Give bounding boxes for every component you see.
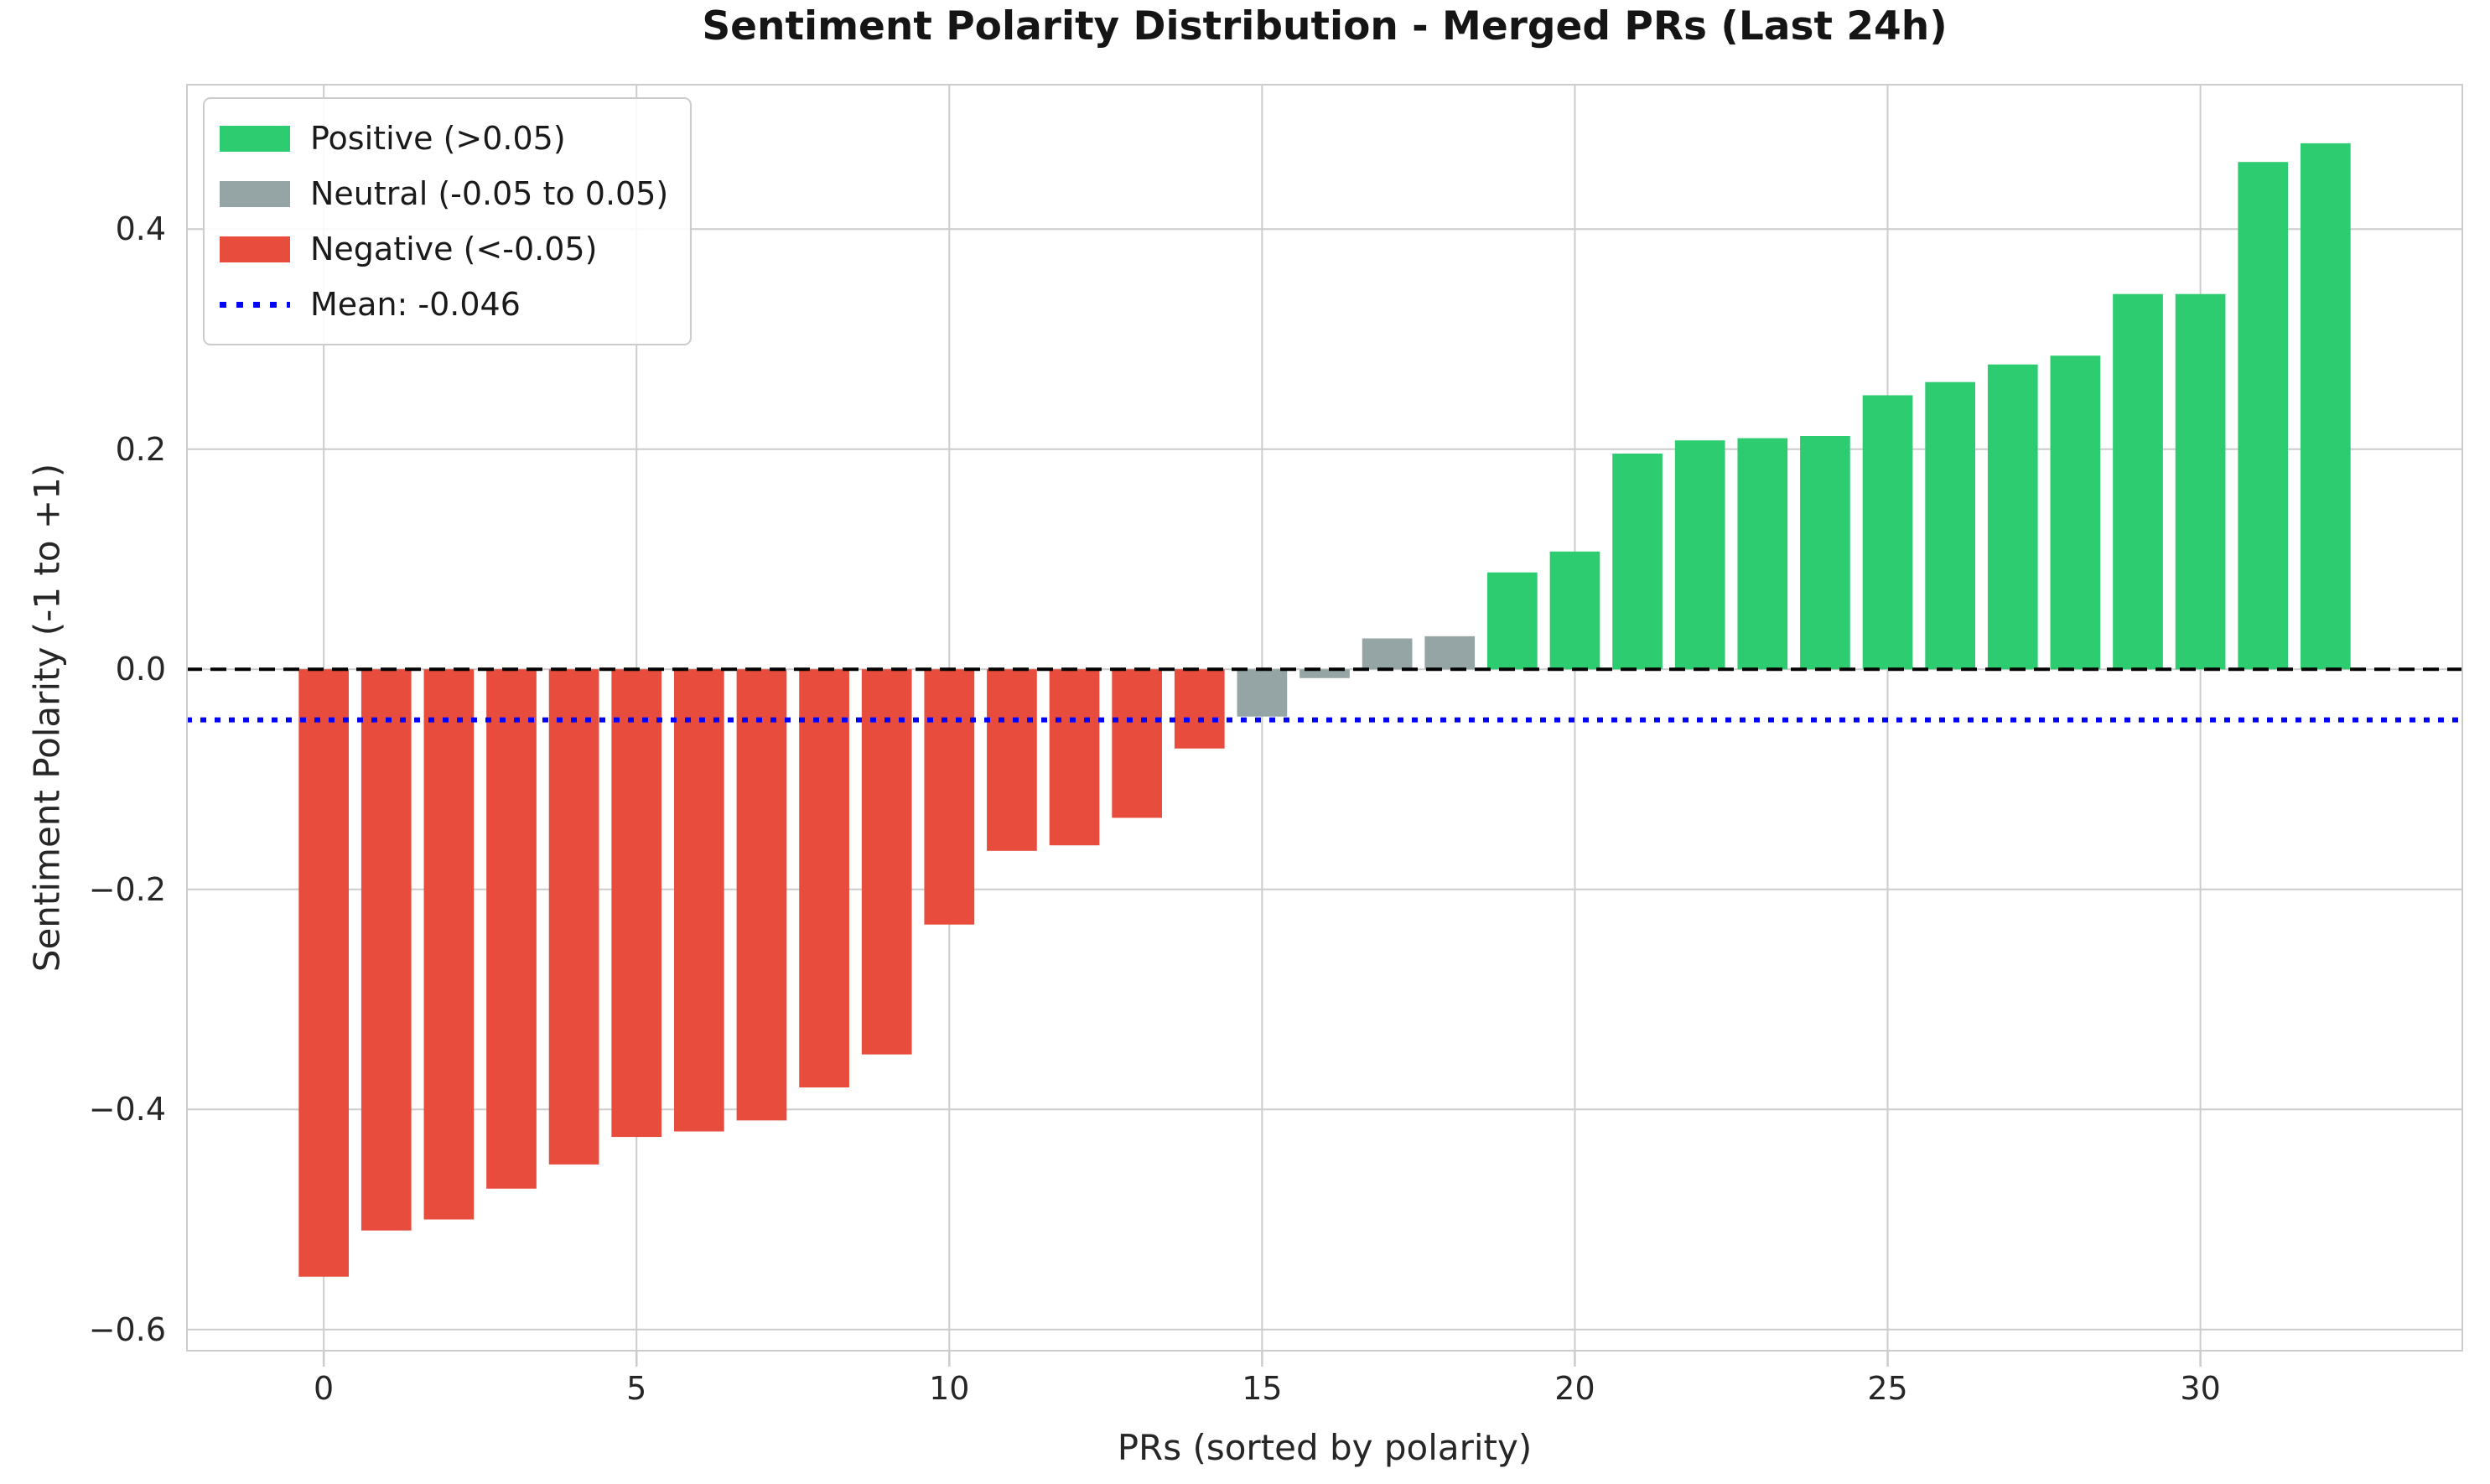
x-tick-label: 20 [1554,1370,1595,1407]
bar [924,669,975,925]
y-tick-label: 0.0 [115,651,166,688]
bar [736,669,787,1121]
bar [2050,355,2101,670]
plot-border [186,84,2463,1352]
legend-item-positive: Positive (>0.05) [220,111,668,166]
legend-label-neutral: Neutral (-0.05 to 0.05) [310,175,669,212]
bar [861,669,912,1055]
bar [1800,436,1850,670]
bar [674,669,724,1132]
y-tick-label: −0.6 [88,1310,166,1348]
plot-area [186,84,2463,1367]
legend-item-negative: Negative (<-0.05) [220,221,668,277]
bar [1299,669,1350,678]
legend-label-positive: Positive (>0.05) [310,120,566,157]
legend-item-mean: Mean: -0.046 [220,277,668,332]
bar [1862,395,1913,670]
x-tick-label: 10 [929,1370,970,1407]
bar [548,669,599,1165]
bar [1674,440,1725,670]
x-tick-label: 15 [1242,1370,1283,1407]
bar [361,669,412,1231]
bar [1925,381,1975,670]
y-tick-label: −0.4 [88,1091,166,1129]
bar [1112,669,1162,818]
bar [2113,293,2163,670]
bar [2238,162,2289,670]
neutral-swatch-icon [220,180,290,207]
y-tick-label: 0.2 [115,430,166,468]
x-tick-label: 5 [626,1370,647,1407]
legend: Positive (>0.05) Neutral (-0.05 to 0.05)… [203,97,693,345]
bar [611,669,662,1138]
x-tick-label: 30 [2180,1370,2221,1407]
chart-canvas [186,84,2463,1367]
legend-item-neutral: Neutral (-0.05 to 0.05) [220,166,668,221]
bar [1487,572,1538,670]
chart-title: Sentiment Polarity Distribution - Merged… [702,3,1948,49]
bar [799,669,849,1087]
mean-line-swatch-icon [220,301,290,308]
legend-label-mean: Mean: -0.046 [310,286,521,323]
bar [1987,364,2038,670]
bar [1737,438,1788,670]
bar [2175,293,2226,670]
bar [2301,143,2351,670]
bar [1424,636,1476,670]
bar [1049,669,1100,846]
bar [1549,551,1600,670]
legend-label-negative: Negative (<-0.05) [310,231,598,267]
bar [1237,669,1288,717]
y-tick-label: 0.4 [115,210,166,248]
x-tick-label: 0 [314,1370,335,1407]
bar [1612,454,1663,670]
bar [1174,669,1225,749]
bar [1362,638,1413,670]
bar [423,669,475,1220]
bar [298,669,349,1277]
y-tick-label: −0.2 [88,870,166,908]
x-tick-label: 25 [1867,1370,1908,1407]
bar [987,669,1037,851]
positive-swatch-icon [220,125,290,152]
negative-swatch-icon [220,236,290,262]
bar [486,669,537,1189]
x-axis-label: PRs (sorted by polarity) [1117,1427,1533,1468]
